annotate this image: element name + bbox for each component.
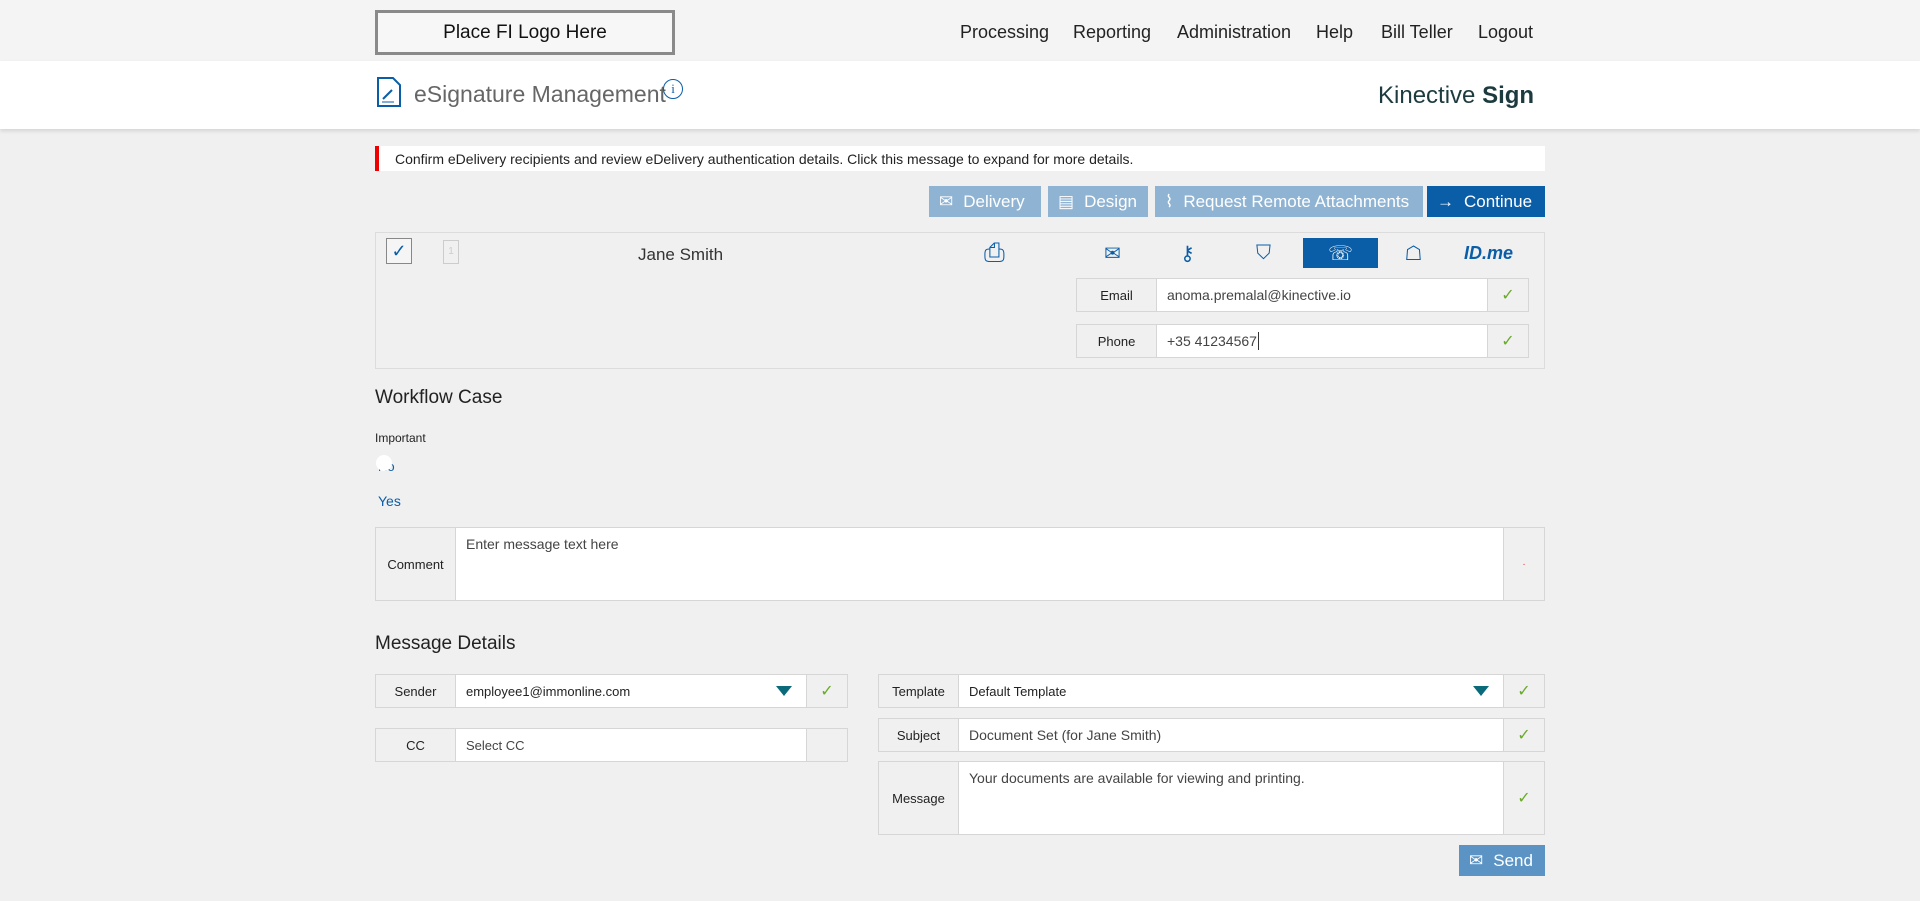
check-icon: ✓ [1503, 675, 1544, 707]
cc-label: CC [376, 729, 456, 761]
sender-select[interactable]: employee1@immonline.com [456, 675, 806, 707]
envelope-cloud-icon: ✉ [1469, 850, 1484, 870]
auth-key-icon[interactable]: ⚷ [1180, 242, 1195, 265]
top-bar [0, 0, 1920, 61]
subject-input[interactable]: Document Set (for Jane Smith) [969, 727, 1162, 743]
auth-question-shield-icon[interactable]: ⛉ [1256, 241, 1271, 264]
recipient-checkbox[interactable]: ✓ [386, 238, 412, 264]
comment-label: Comment [376, 528, 456, 600]
design-button[interactable]: ▤ Design [1048, 186, 1148, 217]
document-sign-icon [377, 77, 401, 107]
nav-administration[interactable]: Administration [1177, 22, 1292, 42]
check-icon: ✓ [1487, 279, 1528, 311]
logo-text: Place FI Logo Here [443, 21, 607, 43]
phone-label: Phone [1077, 325, 1157, 357]
auth-id-card-icon[interactable]: ☖ [1404, 242, 1423, 265]
subject-row: Subject Document Set (for Jane Smith) ✓ [878, 718, 1545, 752]
message-label: Message [879, 762, 959, 834]
comment-row: Comment Enter message text here · [375, 527, 1545, 601]
important-label: Important [375, 431, 426, 445]
envelope-cloud-icon: ✉ [939, 191, 954, 211]
dropdown-arrow-icon [1473, 686, 1489, 696]
template-row: Template Default Template ✓ [878, 674, 1545, 708]
dropdown-arrow-icon [776, 686, 792, 696]
check-icon: ✓ [1487, 325, 1528, 357]
email-label: Email [1077, 279, 1157, 311]
document-icon: ▤ [1058, 191, 1075, 211]
page-header [0, 61, 1920, 129]
option-yes[interactable]: Yes [378, 493, 401, 509]
alert-message[interactable]: Confirm eDelivery recipients and review … [375, 146, 1545, 171]
paperclip-icon: ⌇ [1165, 191, 1174, 211]
subject-label: Subject [879, 719, 959, 751]
template-label: Template [879, 675, 959, 707]
nav-help[interactable]: Help [1316, 22, 1354, 42]
comment-textarea[interactable]: Enter message text here [466, 536, 619, 552]
sender-label: Sender [376, 675, 456, 707]
send-button[interactable]: ✉ Send [1459, 845, 1545, 876]
nav-user[interactable]: Bill Teller [1381, 22, 1453, 42]
printer-icon[interactable]: ⎙ [984, 237, 1005, 267]
phone-field[interactable]: +35 41234567 [1167, 332, 1259, 350]
continue-button[interactable]: → Continue [1427, 186, 1545, 217]
delivery-button[interactable]: ✉ Delivery [929, 186, 1041, 217]
auth-phone-icon[interactable]: ☏ [1303, 238, 1378, 268]
cc-row: CC Select CC [375, 728, 848, 762]
template-select[interactable]: Default Template [959, 675, 1503, 707]
auth-email-icon[interactable]: ✉ [1104, 242, 1121, 265]
request-attachments-button[interactable]: ⌇ Request Remote Attachments [1155, 186, 1423, 217]
workflow-title: Workflow Case [375, 387, 503, 408]
required-indicator: · [1503, 528, 1544, 600]
auth-idme-icon[interactable]: ID.me [1463, 242, 1514, 263]
radio-no[interactable] [376, 455, 392, 471]
check-icon: ✓ [1503, 762, 1544, 834]
message-details-title: Message Details [375, 633, 516, 654]
message-textarea[interactable]: Your documents are available for viewing… [969, 770, 1305, 786]
check-icon: ✓ [806, 675, 847, 707]
nav-reporting[interactable]: Reporting [1073, 22, 1152, 42]
recipient-name: Jane Smith [638, 245, 724, 264]
fi-logo: Place FI Logo Here [375, 10, 675, 55]
cc-input[interactable]: Select CC [466, 737, 525, 753]
nav-processing[interactable]: Processing [960, 22, 1050, 42]
email-row: Email anoma.premalal@kinective.io ✓ [1076, 278, 1529, 312]
document-count-icon: 1 [443, 240, 459, 264]
page-title: eSignature Management [414, 81, 666, 107]
phone-row: Phone +35 41234567 ✓ [1076, 324, 1529, 358]
sender-row: Sender employee1@immonline.com ✓ [375, 674, 848, 708]
email-field[interactable]: anoma.premalal@kinective.io [1167, 287, 1351, 303]
arrow-right-icon: → [1437, 191, 1454, 211]
message-row: Message Your documents are available for… [878, 761, 1545, 835]
cc-status [806, 729, 847, 761]
info-icon[interactable]: i [663, 79, 683, 99]
brand-logo: Kinective Sign [1378, 82, 1535, 109]
check-icon: ✓ [1503, 719, 1544, 751]
nav-logout[interactable]: Logout [1478, 22, 1534, 42]
